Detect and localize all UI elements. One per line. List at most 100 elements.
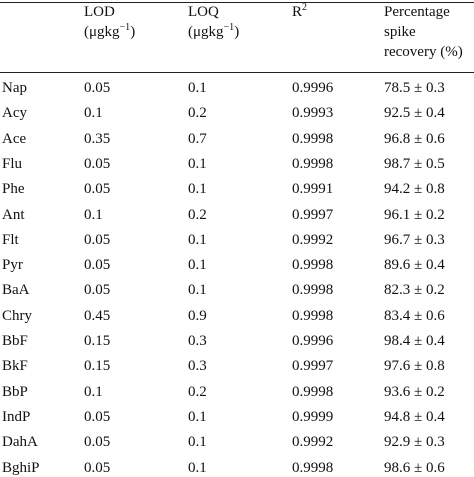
cell: 0.7 [188,130,207,148]
unit-exp: −1 [223,22,235,33]
header-rule [0,72,474,73]
header-line: recovery (%) [384,43,463,61]
cell-text: Ant [2,206,25,223]
cell: 92.5 ± 0.4 [384,104,445,122]
cell-text: BbF [2,333,28,349]
cell: 0.05 [84,281,110,299]
cell: 0.1 [84,383,103,401]
cell-text: 0.7 [188,130,207,147]
unit-exp: −1 [119,22,131,33]
cell-text: 78.5 ± 0.3 [384,80,445,96]
cell-text: 0.9998 [292,307,334,324]
header-name: LOD [84,4,115,20]
row-label: Flu [2,155,22,173]
cell: 92.9 ± 0.3 [384,433,445,451]
row-label: Acy [2,104,27,122]
cell: 0.2 [188,104,207,122]
cell-text: 0.1 [84,383,103,400]
cell-text: Pyr [2,257,23,274]
cell: 0.9998 [292,307,333,325]
cell-text: 0.9991 [292,181,334,198]
cell-text: 0.05 [84,282,111,299]
cell-text: 82.3 ± 0.2 [384,282,445,299]
cell-text: 0.1 [84,105,103,122]
cell: 0.05 [84,79,110,97]
cell-text: IndP [2,408,31,425]
header-unit: (μgkg−1) [188,23,239,41]
cell: 0.9998 [292,383,333,401]
row-label: Flt [2,231,19,249]
cell: 0.9996 [292,332,333,350]
cell: 0.9992 [292,433,333,451]
header-line: spike [384,23,416,41]
cell: 96.8 ± 0.6 [384,130,445,148]
unit: (μgkg [188,24,224,40]
cell: 0.1 [188,281,207,299]
cell-text: 93.6 ± 0.2 [384,383,445,400]
cell-text: 83.4 ± 0.6 [384,307,445,324]
row-label: BaA [2,281,30,299]
cell-text: 0.05 [84,80,111,96]
cell-text: 0.05 [84,459,111,476]
cell-text: 0.2 [188,105,207,122]
cell: 0.35 [84,130,110,148]
cell-text: 92.5 ± 0.4 [384,105,445,122]
unit-close: ) [234,24,240,40]
cell: 0.1 [188,256,207,274]
header-unit: (μgkg−1) [84,23,135,41]
cell-text: 0.9998 [292,282,334,299]
cell-text: 94.8 ± 0.4 [384,408,445,425]
top-rule [0,2,474,3]
unit: (μgkg [84,24,120,40]
header-exp: 2 [302,2,308,13]
header-text: Percentage [384,4,450,20]
cell-text: 0.05 [84,155,111,172]
header-cell: LOD [84,3,115,21]
cell-text: 0.1 [188,80,207,96]
cell-text: 0.35 [84,130,111,147]
cell: 98.4 ± 0.4 [384,332,445,350]
header-name: R [292,4,303,20]
row-label: BbP [2,383,28,401]
cell-text: BbP [2,383,28,400]
cell-text: BaA [2,282,30,299]
cell-text: 0.9993 [292,105,334,122]
cell: 0.3 [188,357,207,375]
cell-text: 0.1 [188,231,207,248]
cell-text: 0.45 [84,307,111,324]
cell: 0.9997 [292,357,333,375]
cell: 0.9992 [292,231,333,249]
row-label: Ant [2,206,25,224]
cell-text: 0.3 [188,358,207,375]
cell-text: 98.4 ± 0.4 [384,333,445,349]
cell: 82.3 ± 0.2 [384,281,445,299]
cell-text: BkF [2,358,28,375]
cell: 98.6 ± 0.6 [384,459,445,477]
cell: 0.1 [188,433,207,451]
cell-text: 0.9997 [292,358,334,375]
header-text: recovery (%) [384,44,463,60]
row-label: Ace [2,130,26,148]
cell: 98.7 ± 0.5 [384,155,445,173]
cell-text: 0.9999 [292,408,334,425]
cell-text: 0.15 [84,358,111,375]
cell-text: 98.6 ± 0.6 [384,459,445,476]
cell: 0.9 [188,307,207,325]
cell-text: 98.7 ± 0.5 [384,155,445,172]
cell-text: 0.15 [84,333,111,349]
cell: 0.3 [188,332,207,350]
row-label: Pyr [2,256,23,274]
cell-text: Nap [2,80,27,96]
cell: 0.9996 [292,79,333,97]
cell: 0.9991 [292,180,333,198]
cell: 0.1 [188,180,207,198]
cell-text: Flu [2,155,23,172]
cell-text: 0.1 [84,206,103,223]
cell-text: 0.1 [188,282,207,299]
cell-text: 0.1 [188,408,207,425]
cell: 0.1 [188,155,207,173]
cell: 0.9998 [292,281,333,299]
header-text: spike [384,24,416,40]
row-label: Nap [2,79,27,97]
row-label: BbF [2,332,28,350]
